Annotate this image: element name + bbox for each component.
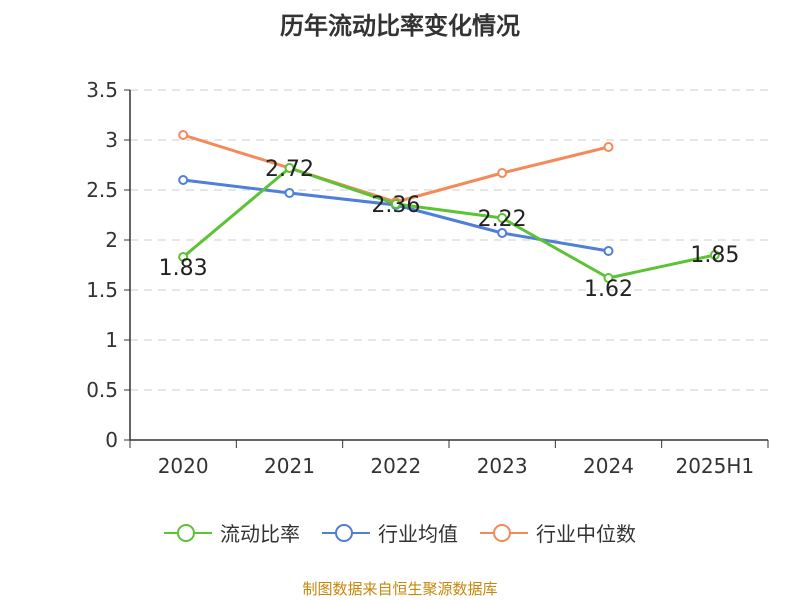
x-tick-label: 2024 — [583, 454, 634, 478]
x-tick-label: 2021 — [264, 454, 315, 478]
data-point — [284, 188, 295, 198]
y-tick-label: 3 — [105, 128, 118, 152]
y-tick-label: 1 — [105, 328, 118, 352]
data-label: 1.83 — [159, 256, 208, 281]
data-point — [709, 250, 720, 260]
x-tick-label: 2025H1 — [675, 454, 754, 478]
data-point — [603, 246, 614, 256]
data-point — [178, 175, 189, 185]
data-point — [497, 213, 508, 223]
legend-item: 行业中位数 — [480, 518, 636, 547]
x-tick-label: 2022 — [370, 454, 421, 478]
data-label: 2.36 — [371, 193, 420, 218]
y-tick-label: 0.5 — [86, 378, 118, 402]
y-tick-label: 3.5 — [86, 78, 118, 102]
series-line — [182, 166, 716, 280]
legend-item: 流动比率 — [164, 518, 300, 547]
source-note: 制图数据来自恒生聚源数据库 — [302, 580, 498, 598]
y-tick-label: 2.5 — [86, 178, 118, 202]
data-label: 1.85 — [690, 243, 739, 268]
y-tick-label: 2 — [105, 228, 118, 252]
data-point — [390, 199, 401, 209]
data-point — [497, 168, 508, 178]
legend-label: 流动比率 — [220, 522, 300, 546]
data-point — [178, 130, 189, 140]
legend-swatch — [480, 522, 528, 544]
chart-title: 历年流动比率变化情况 — [280, 12, 520, 40]
legend-label: 行业中位数 — [536, 522, 636, 546]
data-label: 1.62 — [584, 277, 633, 302]
legend-label: 行业均值 — [378, 522, 458, 546]
data-point — [497, 228, 508, 238]
y-tick-label: 0 — [105, 428, 118, 452]
data-point — [178, 252, 189, 262]
data-point — [603, 273, 614, 283]
legend-item: 行业均值 — [322, 518, 458, 547]
x-tick-label: 2020 — [158, 454, 209, 478]
x-tick-label: 2023 — [477, 454, 528, 478]
data-point — [284, 163, 295, 173]
data-label: 2.22 — [478, 207, 527, 232]
chart-legend: 流动比率 行业均值 行业中位数 — [0, 518, 800, 547]
y-tick-label: 1.5 — [86, 278, 118, 302]
series-line — [182, 133, 609, 204]
data-point — [603, 142, 614, 152]
legend-swatch — [164, 522, 212, 544]
legend-swatch — [322, 522, 370, 544]
data-label: 2.72 — [265, 157, 314, 182]
